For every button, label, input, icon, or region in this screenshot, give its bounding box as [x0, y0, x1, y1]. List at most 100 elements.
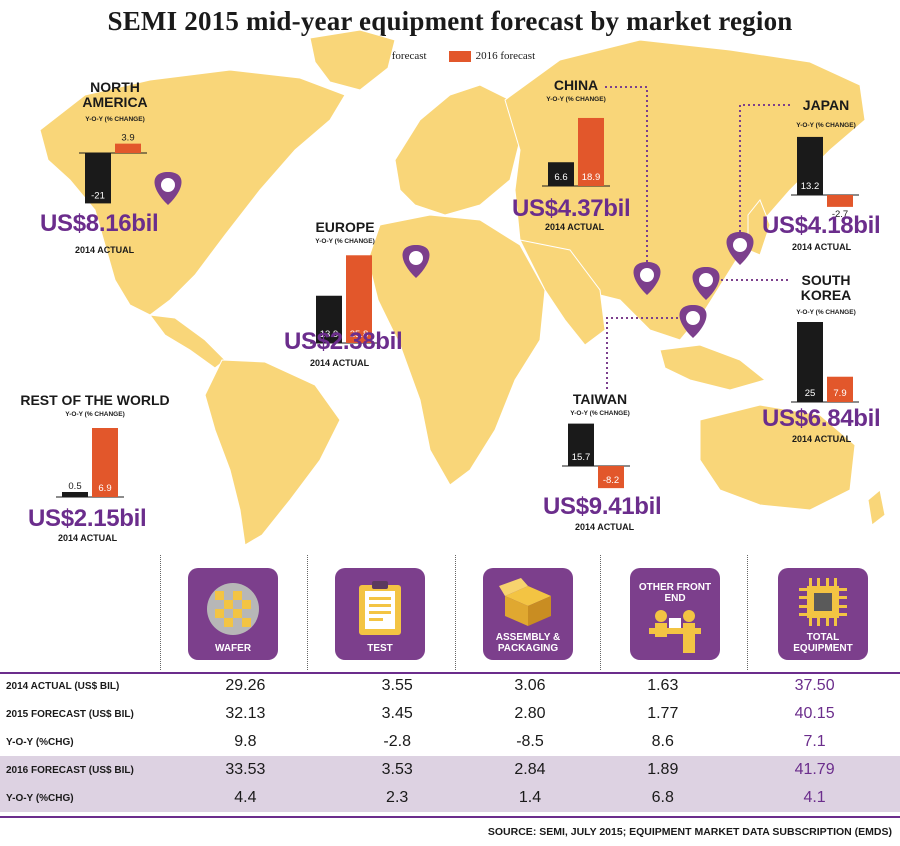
bar-china-2015	[548, 162, 574, 186]
map-pins	[154, 86, 790, 390]
world-map	[39, 29, 886, 546]
pin-north-america	[154, 172, 182, 205]
bar-europe-2016	[346, 255, 372, 343]
table-cell: 3.45	[381, 705, 413, 722]
bar-south-korea-2016	[827, 376, 853, 402]
leader-china	[605, 86, 648, 262]
bar-japan-2015	[797, 136, 823, 195]
table-cell: 1.63	[647, 677, 679, 694]
region-actual-label-japan: 2014 ACTUAL	[792, 242, 852, 252]
bar-north-america-2016	[115, 143, 141, 153]
region-actual-label-north-america: 2014 ACTUAL	[75, 245, 135, 255]
category-total: TOTAL EQUIPMENT	[778, 568, 868, 660]
bar-label-south-korea-2015: 25	[805, 388, 816, 399]
leader-japan	[739, 104, 790, 232]
pin-taiwan	[679, 305, 707, 338]
bar-taiwan-2016	[598, 466, 624, 489]
region-actual-value-europe: US$2.38bil	[284, 328, 403, 355]
row-label: Y-O-Y (%CHG)	[6, 736, 74, 748]
pin-china	[633, 262, 661, 295]
region-name-europe: EUROPE	[315, 219, 375, 235]
region-actual-value-taiwan: US$9.41bil	[543, 493, 662, 520]
workers-icon	[649, 610, 701, 653]
bar-china-2016	[578, 117, 604, 186]
region-subtitle-rest-of-the-world: Y-O-Y (% CHANGE)	[65, 411, 125, 418]
table-cell: 1.77	[647, 705, 679, 722]
row-label: Y-O-Y (%CHG)	[0, 784, 160, 812]
region-actual-value-south-korea: US$6.84bil	[762, 405, 881, 432]
bar-rest-of-the-world-2016	[92, 428, 118, 497]
source-note: SOURCE: SEMI, JULY 2015; EQUIPMENT MARKE…	[487, 826, 892, 838]
bar-label-south-korea-2016: 7.9	[833, 388, 846, 399]
category-wafer: WAFER	[188, 568, 278, 660]
legend-label-2016: 2016 forecast	[475, 50, 536, 62]
table-cell: 9.8	[234, 733, 257, 750]
bar-label-japan-2015: 13.2	[801, 181, 820, 192]
table-cell: 1.89	[596, 756, 730, 784]
separator	[160, 555, 161, 670]
category-label: WAFER	[214, 643, 252, 654]
table-row: Y-O-Y (%CHG) 9.8 -2.8 -8.5 8.6 7.1	[0, 728, 900, 756]
bar-north-america-2015	[85, 153, 111, 204]
table-cell: 37.50	[794, 677, 835, 694]
separator	[307, 555, 308, 670]
row-label: 2014 ACTUAL (US$ BIL)	[6, 680, 120, 692]
table-cell: 7.1	[803, 733, 826, 750]
region-actual-label-south-korea: 2014 ACTUAL	[792, 434, 852, 444]
table-cell: -2.8	[383, 733, 411, 750]
table-row: 2016 FORECAST (US$ BIL) 33.53 3.53 2.84 1.89…	[0, 756, 900, 784]
data-table: 2014 ACTUAL (US$ BIL) 29.26 3.55 3.06 1.63 37…	[0, 672, 900, 812]
category-label: OTHER FRONT END	[638, 582, 712, 604]
table-row: 2014 ACTUAL (US$ BIL) 29.26 3.55 3.06 1.63 37…	[0, 672, 900, 700]
region-subtitle-europe: Y-O-Y (% CHANGE)	[315, 238, 375, 245]
bar-label-europe-2016: 25.8	[350, 329, 369, 340]
row-label: 2016 FORECAST (US$ BIL)	[0, 756, 160, 784]
legend-item-2016: 2016 forecast	[448, 50, 536, 62]
table-cell: 3.06	[514, 677, 546, 694]
bar-label-north-america-2016: 3.9	[121, 133, 134, 144]
table-cell: 4.1	[729, 784, 900, 812]
region-name-china: CHINA	[553, 77, 599, 93]
legend-swatch-2016	[448, 50, 471, 62]
row-label: 2015 FORECAST (US$ BIL)	[6, 708, 134, 720]
separator	[600, 555, 601, 670]
region-name-taiwan: TAIWAN	[572, 391, 628, 407]
table-bottom-rule	[0, 816, 900, 818]
category-other-front-end: OTHER FRONT END	[630, 568, 720, 660]
region-subtitle-north-america: Y-O-Y (% CHANGE)	[85, 116, 145, 123]
table-cell: 3.55	[381, 677, 413, 694]
region-subtitle-china: Y-O-Y (% CHANGE)	[546, 96, 606, 103]
region-actual-label-taiwan: 2014 ACTUAL	[575, 522, 635, 532]
region-actual-value-north-america: US$8.16bil	[40, 210, 159, 237]
bar-label-china-2016: 18.9	[582, 172, 601, 183]
table-cell: -8.5	[516, 733, 544, 750]
table-cell: 6.8	[596, 784, 730, 812]
pin-south-korea	[692, 267, 720, 300]
bar-japan-2016	[827, 195, 853, 207]
table-row: Y-O-Y (%CHG) 4.4 2.3 1.4 6.8 4.1	[0, 784, 900, 812]
region-actual-label-europe: 2014 ACTUAL	[310, 358, 370, 368]
clipboard-icon	[359, 581, 401, 635]
table-cell: 40.15	[794, 705, 835, 722]
table-cell: 2.84	[463, 756, 597, 784]
bar-label-rest-of-the-world-2016: 6.9	[98, 483, 111, 494]
category-label: TOTAL EQUIPMENT	[793, 632, 853, 654]
table-row: 2015 FORECAST (US$ BIL) 32.13 3.45 2.80 1.77…	[0, 700, 900, 728]
box-icon	[499, 578, 551, 626]
category-test: TEST	[335, 568, 425, 660]
bar-label-taiwan-2015: 15.7	[572, 452, 591, 463]
table-cell: 1.4	[463, 784, 597, 812]
leader-taiwan	[606, 317, 683, 390]
category-assembly: ASSEMBLY & PACKAGING	[483, 568, 573, 660]
category-label: ASSEMBLY & PACKAGING	[495, 632, 561, 654]
table-cell: 29.26	[225, 677, 266, 694]
region-actual-value-rest-of-the-world: US$2.15bil	[28, 505, 147, 532]
table-cell: 4.4	[160, 784, 331, 812]
region-name-north-america: NORTH AMERICA	[82, 79, 148, 110]
category-label: TEST	[367, 643, 393, 654]
table-cell: 32.13	[225, 705, 266, 722]
bar-label-north-america-2015: -21	[91, 190, 105, 201]
bar-label-rest-of-the-world-2015: 0.5	[68, 481, 81, 492]
bar-label-china-2015: 6.6	[554, 172, 567, 183]
